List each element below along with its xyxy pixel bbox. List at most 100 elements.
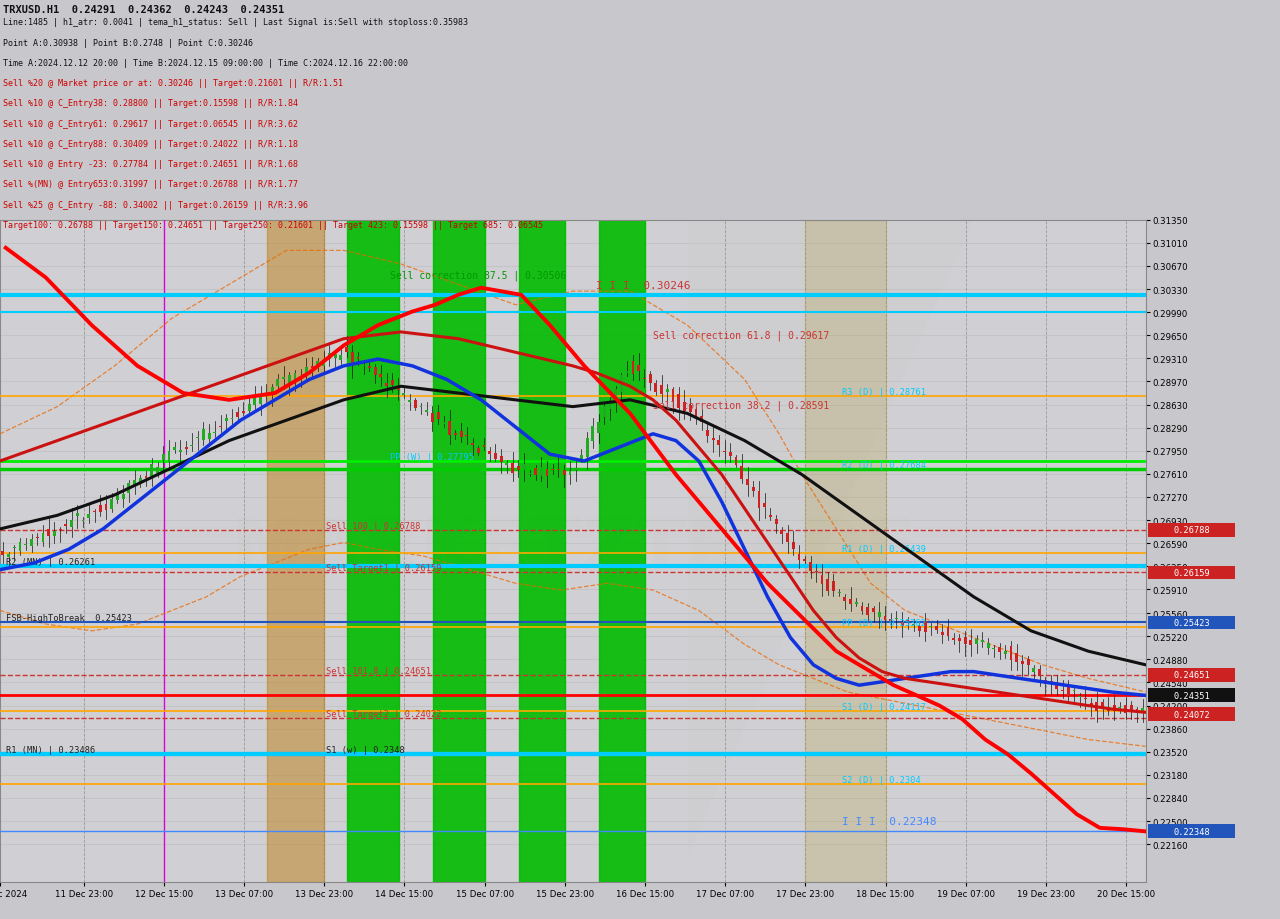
Text: S1 (w) | 0.2348: S1 (w) | 0.2348 <box>326 745 406 754</box>
Bar <box>797 555 800 561</box>
Bar <box>448 421 451 436</box>
Bar <box>408 401 411 403</box>
Bar <box>454 434 457 436</box>
Bar <box>684 403 686 412</box>
Bar <box>774 520 777 525</box>
Bar <box>540 468 543 476</box>
Bar <box>506 463 508 465</box>
Bar <box>987 643 989 648</box>
Text: TRXUSD.H1  0.24291  0.24362  0.24243  0.24351: TRXUSD.H1 0.24291 0.24362 0.24243 0.2435… <box>3 5 284 15</box>
Bar <box>128 483 131 493</box>
Bar <box>425 411 429 413</box>
Bar <box>316 362 319 366</box>
Bar <box>598 423 600 434</box>
Bar <box>466 435 468 437</box>
Bar <box>402 393 406 395</box>
Bar <box>707 431 709 437</box>
Bar <box>599 221 645 882</box>
Bar <box>924 622 927 632</box>
Bar <box>323 364 325 367</box>
Bar <box>494 453 497 460</box>
Text: Sell correction 87.5 | 0.30506: Sell correction 87.5 | 0.30506 <box>389 270 566 280</box>
Bar <box>133 481 136 487</box>
Bar <box>883 617 887 620</box>
Bar <box>746 480 749 486</box>
Bar <box>751 487 755 492</box>
Bar <box>110 499 113 509</box>
Bar <box>620 376 623 392</box>
Bar <box>1044 681 1047 685</box>
Bar <box>282 378 285 380</box>
Bar <box>586 438 589 458</box>
Bar <box>929 627 932 628</box>
Bar <box>529 473 531 474</box>
Text: I I I  0.22348: I I I 0.22348 <box>842 817 937 826</box>
Bar <box>47 530 50 537</box>
Bar <box>918 626 920 631</box>
Bar <box>1135 709 1138 711</box>
Bar <box>420 406 422 407</box>
Bar <box>728 452 732 457</box>
Bar <box>608 403 612 409</box>
Bar <box>41 534 45 542</box>
Bar <box>1142 708 1144 711</box>
Bar <box>1078 697 1082 698</box>
Bar <box>1112 705 1116 711</box>
Text: R2 (D) | 0.27684: R2 (D) | 0.27684 <box>842 460 925 470</box>
Bar <box>649 374 652 383</box>
Bar <box>660 385 663 395</box>
Bar <box>477 448 480 453</box>
Bar <box>219 427 221 428</box>
Bar <box>347 221 398 882</box>
Bar <box>288 376 291 384</box>
Bar <box>957 639 961 641</box>
Bar <box>723 451 726 453</box>
Bar <box>413 401 417 408</box>
Text: R2 (MN) | 0.26261: R2 (MN) | 0.26261 <box>5 557 95 566</box>
Bar <box>643 379 646 380</box>
Bar <box>712 439 714 440</box>
Bar <box>52 531 56 537</box>
Bar <box>276 380 279 387</box>
Text: Sell %10 @ C_Entry61: 0.29617 || Target:0.06545 || R/R:3.62: Sell %10 @ C_Entry61: 0.29617 || Target:… <box>3 119 297 129</box>
Bar <box>872 608 876 612</box>
Text: PP (W) | 0.27795: PP (W) | 0.27795 <box>389 453 474 462</box>
Bar <box>545 470 548 476</box>
Text: 0.24072: 0.24072 <box>1174 710 1210 719</box>
Bar <box>173 448 177 450</box>
Bar <box>70 521 73 528</box>
Bar <box>1050 681 1052 684</box>
Bar <box>225 419 228 421</box>
Bar <box>952 639 955 641</box>
Bar <box>1010 646 1012 661</box>
Bar <box>906 620 909 622</box>
Bar <box>99 505 101 512</box>
Text: Target100: 0.26788 || Target150: 0.24651 || Target250: 0.21601 || Target 423: 0.: Target100: 0.26788 || Target150: 0.24651… <box>3 221 543 230</box>
Bar <box>87 515 90 518</box>
Bar <box>248 404 251 412</box>
Bar <box>969 641 973 645</box>
Bar <box>677 395 680 408</box>
Bar <box>534 469 538 475</box>
Bar <box>168 451 170 463</box>
Text: Sell correction 61.8 | 0.29617: Sell correction 61.8 | 0.29617 <box>653 330 829 341</box>
Bar <box>1089 703 1093 707</box>
Bar <box>860 607 864 611</box>
Text: Sell %(MN) @ Entry653:0.31997 || Target:0.26788 || R/R:1.77: Sell %(MN) @ Entry653:0.31997 || Target:… <box>3 180 297 189</box>
Bar <box>179 451 182 452</box>
Bar <box>499 457 503 463</box>
Bar <box>805 221 886 882</box>
Bar <box>666 390 668 392</box>
Bar <box>820 575 823 584</box>
Bar <box>700 416 703 423</box>
Bar <box>253 398 256 405</box>
Bar <box>1107 708 1110 711</box>
Bar <box>116 494 119 501</box>
Bar <box>844 597 846 601</box>
Bar <box>1021 661 1024 664</box>
Bar <box>431 414 434 423</box>
Bar <box>64 525 68 527</box>
Bar <box>184 448 188 450</box>
Bar <box>374 368 376 376</box>
Bar <box>8 555 10 558</box>
